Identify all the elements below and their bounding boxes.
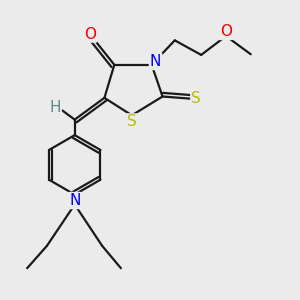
Text: H: H [49, 100, 61, 115]
Text: N: N [150, 54, 161, 69]
Text: S: S [127, 114, 137, 129]
Text: N: N [69, 193, 80, 208]
Text: S: S [191, 91, 201, 106]
Text: O: O [220, 24, 232, 39]
Text: O: O [84, 27, 96, 42]
